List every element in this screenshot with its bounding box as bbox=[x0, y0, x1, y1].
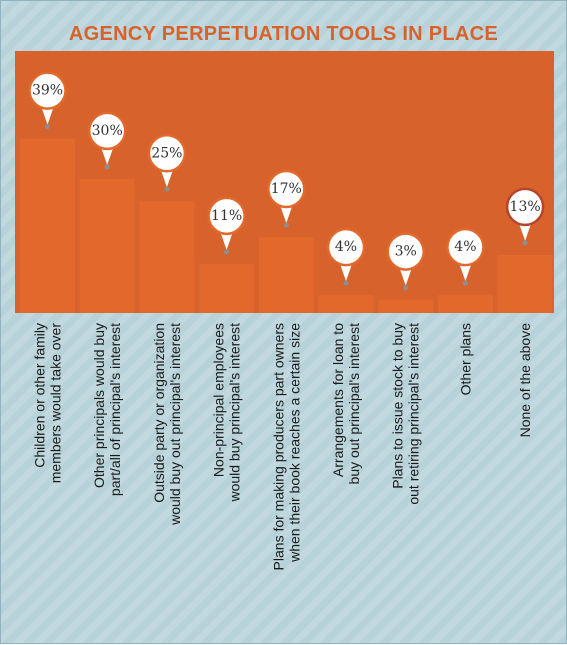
pin-head bbox=[28, 71, 67, 110]
value-pin: 13% bbox=[505, 187, 545, 246]
pin-tip bbox=[45, 124, 50, 130]
category-label-line: would buy out principal's interest bbox=[167, 323, 183, 526]
data-label: 39% bbox=[32, 83, 63, 99]
data-label: 25% bbox=[151, 145, 182, 161]
category-label: Other principals would buy part/all of pr… bbox=[91, 323, 123, 496]
pin-head bbox=[87, 111, 127, 151]
pin-tail bbox=[458, 261, 473, 282]
bar bbox=[258, 237, 314, 313]
pin-tail bbox=[100, 144, 115, 165]
pin-head bbox=[207, 196, 246, 236]
pin-tail bbox=[398, 265, 413, 286]
category-label: Plans for making producers part owners wh… bbox=[270, 323, 302, 571]
value-pin: 11% bbox=[207, 196, 246, 255]
category-label: Other plans bbox=[457, 323, 473, 395]
pin-tip bbox=[462, 280, 468, 286]
pin-head bbox=[505, 187, 545, 227]
category-label-line: would buy principal's interest bbox=[227, 323, 243, 503]
bar bbox=[139, 201, 195, 313]
value-pin: 4% bbox=[446, 227, 485, 286]
value-pin: 25% bbox=[147, 134, 187, 192]
pin-tip bbox=[283, 222, 289, 228]
category-label-line: buy out principal's interest bbox=[346, 323, 362, 485]
category-label: Children or other family members would ta… bbox=[32, 323, 64, 484]
data-label: 4% bbox=[335, 239, 357, 255]
category-label: Non-principal employees would buy princip… bbox=[211, 323, 243, 503]
pin-tip bbox=[164, 186, 170, 192]
category-label: None of the above bbox=[517, 323, 533, 438]
category-label-line: Plans for making producers part owners bbox=[270, 323, 286, 570]
category-label-line: Plans to issue stock to buy bbox=[390, 323, 406, 489]
bar bbox=[318, 295, 374, 313]
data-label: 30% bbox=[92, 123, 123, 139]
category-label-line: Other plans bbox=[457, 323, 473, 395]
pin-head bbox=[446, 227, 485, 267]
pin-tip bbox=[403, 285, 409, 291]
pin-tail bbox=[40, 104, 55, 125]
category-label: Arrangements for loan to buy out principa… bbox=[330, 323, 362, 485]
category-label-line: Outside party or organization bbox=[151, 323, 167, 503]
value-pin: 30% bbox=[87, 111, 127, 170]
category-label-line: Children or other family bbox=[32, 323, 48, 468]
bar bbox=[437, 295, 493, 313]
data-label: 11% bbox=[211, 208, 242, 224]
pin-head bbox=[147, 134, 187, 173]
value-pin: 4% bbox=[326, 227, 366, 286]
data-label: 17% bbox=[271, 181, 302, 197]
pin-head bbox=[267, 169, 306, 209]
category-label-line: when their book reaches a certain size bbox=[286, 323, 302, 563]
bar bbox=[497, 254, 553, 313]
bar bbox=[199, 263, 255, 313]
data-label: 3% bbox=[395, 244, 417, 260]
pin-tip bbox=[104, 164, 110, 170]
category-label: Plans to issue stock to buy out retiring … bbox=[390, 323, 422, 505]
category-label-line: members would take over bbox=[48, 323, 64, 484]
pin-tail bbox=[518, 220, 533, 241]
category-label-line: part/all of principal's interest bbox=[107, 323, 123, 496]
chart-title: AGENCY PERPETUATION TOOLS IN PLACE bbox=[68, 23, 499, 45]
value-pin: 3% bbox=[386, 232, 425, 291]
category-label-line: out retiring principal's interest bbox=[406, 323, 422, 505]
value-pin: 39% bbox=[28, 71, 67, 130]
pin-head bbox=[386, 232, 425, 271]
pin-tail bbox=[219, 229, 234, 250]
category-label: Outside party or organization would buy o… bbox=[151, 323, 183, 526]
pin-tail bbox=[339, 261, 353, 282]
data-label: 13% bbox=[510, 199, 541, 215]
bar bbox=[79, 178, 135, 313]
pin-tip bbox=[224, 249, 230, 255]
pin-tip bbox=[522, 240, 528, 246]
value-pin: 17% bbox=[267, 169, 306, 228]
category-label-line: None of the above bbox=[517, 323, 533, 438]
pin-head bbox=[326, 227, 366, 267]
category-label-line: Arrangements for loan to bbox=[330, 323, 346, 477]
pin-tip bbox=[343, 280, 349, 286]
pin-tail bbox=[279, 203, 294, 224]
bar bbox=[378, 299, 434, 313]
pin-tail bbox=[159, 167, 174, 188]
data-label: 4% bbox=[454, 239, 476, 255]
category-label-line: Non-principal employees bbox=[211, 323, 227, 477]
bar bbox=[20, 138, 75, 313]
category-label-line: Other principals would buy bbox=[91, 323, 107, 488]
